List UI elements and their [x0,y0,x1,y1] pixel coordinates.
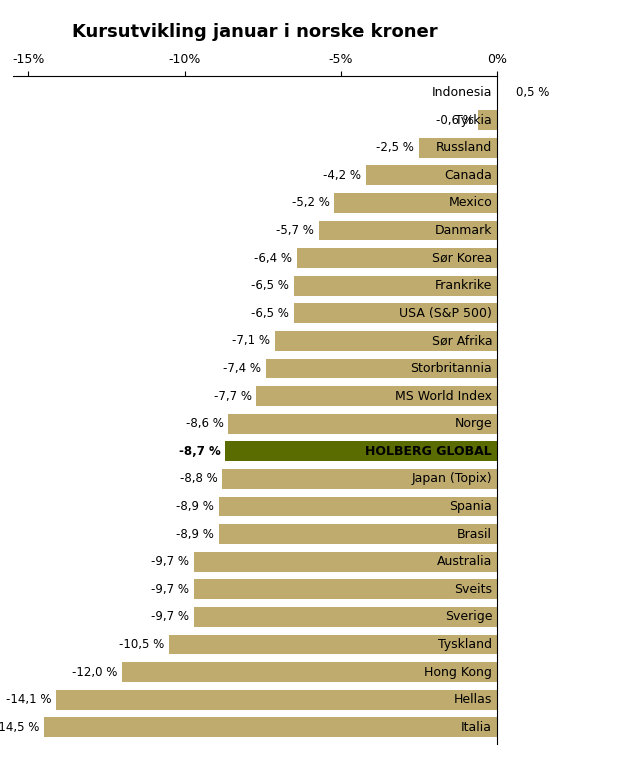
Text: Mexico: Mexico [448,197,492,209]
Text: Hong Kong: Hong Kong [424,666,492,679]
Bar [169,635,497,654]
Text: -8,9 %: -8,9 % [176,528,214,540]
Text: -9,7 %: -9,7 % [151,610,189,623]
Bar [222,469,497,489]
Title: Kursutvikling januar i norske kroner: Kursutvikling januar i norske kroner [72,23,438,41]
Text: -0,6 %: -0,6 % [436,114,473,127]
Bar [275,331,497,351]
Bar [319,221,497,241]
Bar [419,137,497,158]
Bar [294,304,497,323]
Text: -5,2 %: -5,2 % [292,197,330,209]
Bar [219,496,497,516]
Text: Spania: Spania [450,500,492,513]
Text: -6,5 %: -6,5 % [251,279,289,292]
Bar [478,110,497,130]
Text: Sør Korea: Sør Korea [432,251,492,265]
Bar [44,717,497,737]
Text: -7,4 %: -7,4 % [223,362,261,375]
Text: Indonesia: Indonesia [432,86,492,99]
Text: Storbritannia: Storbritannia [410,362,492,375]
Text: Frankrike: Frankrike [435,279,492,292]
Text: Australia: Australia [437,555,492,568]
Text: -2,5 %: -2,5 % [376,141,414,154]
Text: -9,7 %: -9,7 % [151,555,189,568]
Text: HOLBERG GLOBAL: HOLBERG GLOBAL [366,445,492,458]
Bar [366,165,497,185]
Text: Italia: Italia [461,721,492,734]
Text: -14,5 %: -14,5 % [0,721,39,734]
Text: -8,8 %: -8,8 % [180,472,217,485]
Bar [194,552,497,572]
Text: -10,5 %: -10,5 % [119,638,164,651]
Text: -7,7 %: -7,7 % [213,389,252,402]
Text: -9,7 %: -9,7 % [151,583,189,596]
Text: -14,1 %: -14,1 % [6,693,52,706]
Bar [334,193,497,213]
Bar [194,579,497,599]
Bar [122,662,497,682]
Text: -6,5 %: -6,5 % [251,307,289,320]
Text: Sverige: Sverige [445,610,492,623]
Text: USA (S&P 500): USA (S&P 500) [399,307,492,320]
Bar [256,386,497,406]
Bar [194,607,497,627]
Bar [225,441,497,461]
Text: MS World Index: MS World Index [395,389,492,402]
Text: Tyskland: Tyskland [438,638,492,651]
Text: Canada: Canada [444,168,492,181]
Bar [219,524,497,544]
Bar [297,248,497,268]
Text: -7,1 %: -7,1 % [233,335,271,348]
Text: -6,4 %: -6,4 % [254,251,292,265]
Text: -12,0 %: -12,0 % [72,666,117,679]
Text: Sør Afrika: Sør Afrika [431,335,492,348]
Text: -4,2 %: -4,2 % [323,168,361,181]
Text: Tyrkia: Tyrkia [455,114,492,127]
Bar [57,690,497,710]
Text: Brasil: Brasil [457,528,492,540]
Bar [266,358,497,379]
Bar [228,414,497,433]
Text: Russland: Russland [436,141,492,154]
Text: Norge: Norge [455,417,492,430]
Text: 0,5 %: 0,5 % [515,86,549,99]
Text: -8,7 %: -8,7 % [179,445,220,458]
Text: Japan (Topix): Japan (Topix) [412,472,492,485]
Text: Sveits: Sveits [454,583,492,596]
Text: -8,9 %: -8,9 % [176,500,214,513]
Text: -8,6 %: -8,6 % [186,417,224,430]
Bar [497,83,513,102]
Text: -5,7 %: -5,7 % [276,224,314,237]
Bar [294,276,497,295]
Text: Hellas: Hellas [454,693,492,706]
Text: Danmark: Danmark [434,224,492,237]
